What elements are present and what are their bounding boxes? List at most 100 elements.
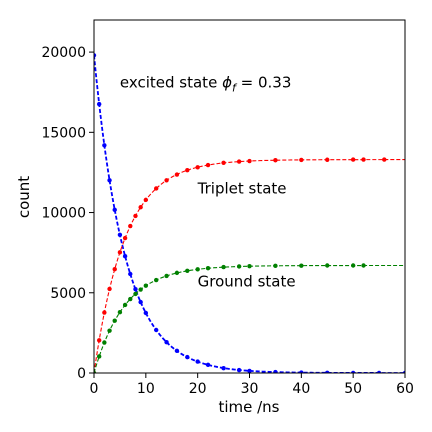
data-point-series-0	[94, 53, 97, 58]
data-point-series-0	[205, 362, 211, 368]
data-point-series-0	[107, 178, 112, 183]
data-point-series-0	[402, 370, 405, 373]
annotation-0: excited state ϕf = 0.33	[120, 73, 291, 94]
y-axis-label: count	[15, 176, 33, 218]
data-point-series-1	[138, 205, 143, 210]
data-point-series-2	[164, 273, 169, 279]
data-point-series-1	[361, 157, 366, 162]
data-point-series-0	[195, 359, 200, 364]
data-point-series-2	[133, 291, 138, 297]
data-point-series-1	[205, 162, 211, 168]
data-point-series-1	[195, 165, 200, 170]
data-point-series-1	[185, 167, 190, 173]
x-tick-label: 60	[396, 381, 414, 397]
data-point-series-1	[107, 286, 112, 292]
data-point-series-2	[205, 266, 211, 271]
data-point-series-2	[94, 370, 97, 373]
annotation-symbol: ϕ	[222, 73, 232, 91]
data-point-series-2	[195, 267, 200, 272]
data-point-series-0	[174, 348, 180, 354]
data-point-series-0	[247, 368, 252, 373]
data-point-series-2	[154, 277, 159, 283]
data-point-series-1	[128, 223, 133, 229]
fit-line-series-0	[94, 55, 405, 373]
data-point-series-0	[350, 370, 356, 373]
data-point-series-2	[221, 264, 226, 270]
data-point-series-2	[174, 270, 180, 276]
y-tick-label: 15000	[41, 125, 86, 141]
plot-content	[94, 53, 405, 373]
annotations: excited state ϕf = 0.33 Triplet state Grou…	[120, 73, 296, 290]
data-point-series-1	[154, 186, 159, 191]
data-point-series-2	[325, 263, 330, 268]
data-point-series-2	[117, 309, 123, 315]
labels: time /ns count	[15, 176, 280, 416]
data-point-series-2	[299, 263, 304, 268]
annotation-2: Ground state	[198, 272, 296, 290]
annotation-text: Ground state	[198, 272, 296, 290]
x-tick-label: 10	[137, 381, 155, 397]
data-point-series-2	[107, 328, 112, 333]
data-point-series-0	[273, 369, 278, 373]
data-point-series-1	[122, 235, 128, 241]
data-point-series-1	[247, 158, 252, 164]
data-point-series-0	[96, 101, 102, 107]
data-point-series-0	[236, 367, 242, 373]
data-point-series-1	[299, 157, 304, 163]
data-point-series-2	[350, 263, 356, 268]
y-tick-label: 20000	[41, 45, 86, 61]
data-point-series-0	[117, 232, 123, 238]
data-point-series-1	[174, 172, 180, 177]
x-axis-label: time /ns	[218, 398, 279, 416]
y-tick-label: 0	[77, 366, 86, 382]
data-point-series-1	[164, 178, 169, 183]
y-tick-label: 10000	[41, 206, 86, 222]
data-point-series-2	[138, 287, 143, 292]
data-point-series-2	[185, 268, 190, 273]
data-point-series-2	[247, 263, 252, 269]
data-point-series-1	[221, 160, 226, 165]
data-point-series-0	[102, 143, 107, 148]
data-point-series-0	[143, 310, 149, 316]
annotation-subscript: f	[232, 81, 238, 94]
annotation-text: Triplet state	[197, 179, 287, 197]
data-point-series-2	[96, 354, 102, 359]
data-point-series-1	[382, 157, 387, 162]
data-point-series-1	[102, 310, 107, 315]
data-point-series-1	[273, 158, 278, 163]
data-point-series-0	[185, 354, 190, 360]
data-point-series-1	[117, 250, 123, 255]
data-point-series-0	[138, 299, 143, 305]
data-point-series-0	[376, 370, 382, 373]
data-point-series-2	[102, 340, 107, 345]
data-point-series-0	[122, 253, 128, 259]
data-point-series-0	[112, 207, 117, 213]
x-tick-label: 0	[90, 381, 99, 397]
data-point-series-0	[221, 365, 226, 371]
data-point-series-1	[96, 338, 102, 343]
data-point-series-1	[350, 157, 356, 162]
data-point-series-1	[112, 266, 117, 272]
data-point-series-1	[236, 159, 242, 164]
data-point-series-2	[122, 302, 128, 308]
data-point-series-2	[273, 263, 278, 269]
data-point-series-2	[236, 264, 242, 269]
data-point-series-2	[143, 283, 149, 288]
x-tick-label: 30	[241, 381, 259, 397]
data-point-series-0	[133, 287, 138, 292]
data-point-series-0	[325, 370, 330, 373]
x-tick-label: 40	[292, 381, 310, 397]
data-point-series-1	[325, 157, 330, 162]
annotation-suffix: = 0.33	[236, 73, 292, 91]
y-tick-label: 5000	[50, 286, 86, 302]
data-point-series-0	[299, 370, 304, 373]
annotation-1: Triplet state	[197, 179, 287, 197]
annotation-text: excited state	[120, 73, 222, 91]
data-point-series-2	[361, 263, 366, 268]
x-tick-label: 50	[344, 381, 362, 397]
axes: 0 10 20 30 40 50 60 0 5000 10000 15000 20000	[41, 19, 414, 397]
data-point-series-0	[128, 271, 133, 277]
data-point-series-1	[143, 197, 149, 203]
x-tick-label: 20	[189, 381, 207, 397]
